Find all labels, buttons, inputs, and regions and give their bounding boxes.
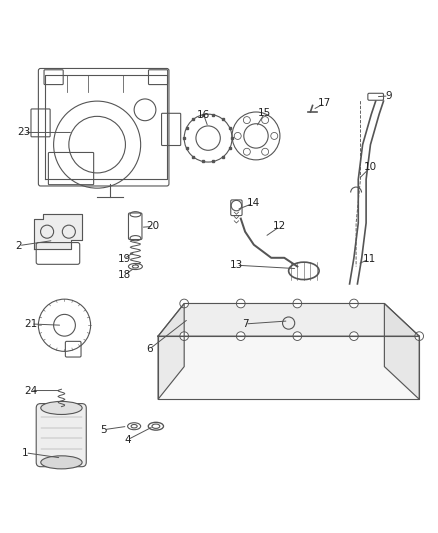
Circle shape	[350, 299, 358, 308]
Circle shape	[350, 332, 358, 341]
Polygon shape	[158, 303, 419, 336]
Ellipse shape	[41, 456, 82, 469]
Polygon shape	[34, 214, 82, 249]
Text: 16: 16	[197, 110, 210, 120]
Text: 19: 19	[117, 254, 131, 264]
Text: 15: 15	[258, 108, 271, 118]
Polygon shape	[158, 303, 184, 399]
Text: 12: 12	[273, 221, 286, 231]
Polygon shape	[385, 303, 419, 399]
Circle shape	[293, 299, 302, 308]
Text: 13: 13	[230, 260, 243, 270]
Circle shape	[180, 299, 188, 308]
Text: 11: 11	[363, 254, 376, 264]
Text: 7: 7	[242, 319, 248, 329]
Text: 6: 6	[146, 344, 153, 354]
Ellipse shape	[41, 401, 82, 415]
Text: 17: 17	[318, 98, 331, 108]
Text: 2: 2	[15, 240, 22, 251]
Text: 18: 18	[117, 270, 131, 280]
Text: 9: 9	[385, 91, 392, 101]
FancyBboxPatch shape	[36, 403, 86, 467]
Circle shape	[180, 332, 188, 341]
Text: 4: 4	[124, 435, 131, 445]
Text: 24: 24	[25, 385, 38, 395]
Text: 14: 14	[246, 198, 260, 208]
Circle shape	[293, 332, 302, 341]
Text: 21: 21	[25, 319, 38, 329]
Text: 20: 20	[146, 221, 159, 231]
Text: 5: 5	[100, 425, 107, 435]
Text: 1: 1	[22, 448, 28, 458]
Circle shape	[415, 332, 424, 341]
Text: 23: 23	[18, 127, 31, 138]
Text: 10: 10	[364, 162, 377, 172]
Circle shape	[237, 299, 245, 308]
Polygon shape	[158, 336, 419, 399]
Circle shape	[237, 332, 245, 341]
